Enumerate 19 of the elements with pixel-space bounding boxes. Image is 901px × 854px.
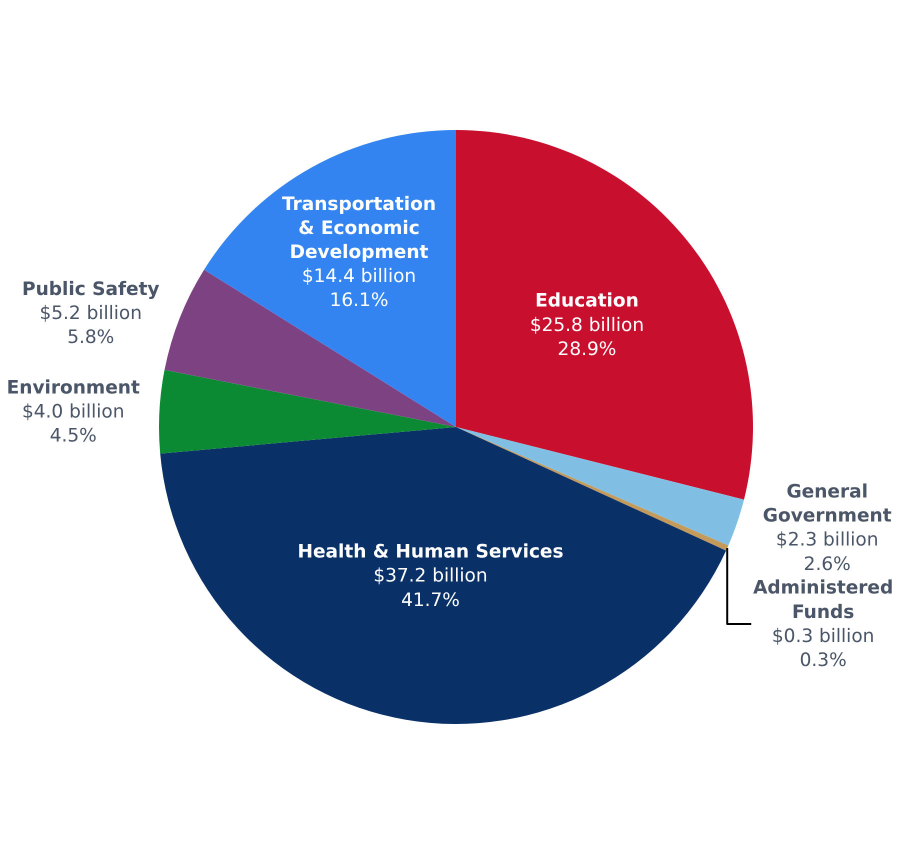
pie-slice — [159, 370, 456, 454]
pie-slice — [160, 427, 726, 724]
data-label: $37.2 billion 41.7% — [373, 566, 488, 611]
data-label: $14.4 billion 16.1% — [302, 266, 416, 312]
slice-label: Health & Human Services — [297, 542, 564, 563]
slice-label: Environment — [6, 377, 140, 398]
data-label: $4.0 billion 4.5% — [22, 401, 124, 446]
slice-label: Transportation & Economic Development — [282, 194, 436, 263]
data-label: $0.3 billion 0.3% — [772, 626, 874, 671]
pie-slice — [204, 130, 456, 427]
data-label: $25.8 billion 28.9% — [530, 314, 644, 360]
pie-slice — [456, 130, 753, 500]
slice-label: Public Safety — [22, 278, 160, 300]
pie-slice — [164, 270, 456, 427]
data-label: $2.3 billion 2.6% — [776, 530, 878, 575]
data-label: $5.2 billion 5.8% — [39, 303, 142, 348]
slice-label: Education — [535, 290, 639, 312]
slice-label: Administered Funds — [753, 578, 894, 623]
slice-label: General Government — [762, 482, 892, 527]
